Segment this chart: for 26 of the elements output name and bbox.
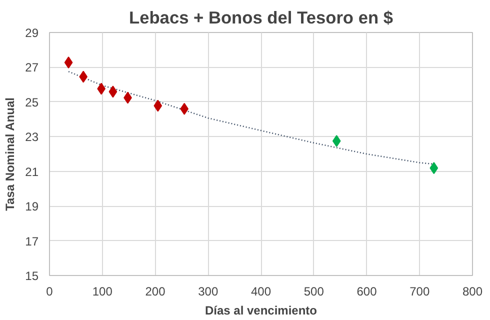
y-tick-label: 25 [25, 95, 39, 110]
y-tick-label: 15 [25, 269, 39, 283]
y-tick-label: 27 [25, 60, 39, 75]
y-tick-label: 17 [25, 234, 39, 248]
point [79, 70, 88, 83]
x-tick-label: 500 [304, 284, 324, 298]
x-tick-label: 800 [462, 284, 483, 298]
point [332, 134, 341, 147]
x-axis-title: Días al vencimiento [204, 304, 318, 318]
y-tick-label: 23 [25, 130, 39, 144]
point [430, 162, 438, 174]
x-tick-label: 100 [92, 284, 113, 298]
x-tick-label: 700 [410, 284, 430, 298]
point [108, 86, 118, 98]
x-tick-label: 200 [145, 284, 166, 298]
y-axis-title: Tasa Nominal Anual [3, 98, 18, 211]
y-tick-label: 29 [25, 26, 39, 40]
x-tick-label: 400 [250, 284, 272, 298]
chart-title: Lebacs + Bonos del Tesoro en $ [128, 8, 394, 28]
y-tick-label: 21 [25, 164, 39, 179]
x-tick-label: 600 [356, 284, 378, 298]
x-tick-label: 300 [198, 284, 218, 298]
point [64, 56, 73, 69]
y-tick-label: 19 [25, 200, 39, 214]
point [154, 100, 162, 112]
x-tick-label: 0 [46, 284, 54, 298]
